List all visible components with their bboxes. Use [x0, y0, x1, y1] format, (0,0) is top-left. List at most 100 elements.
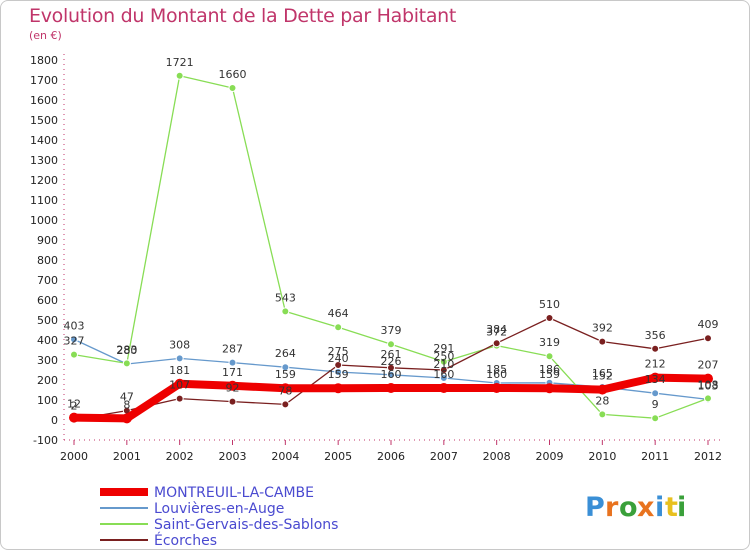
data-label: 283: [116, 343, 137, 356]
data-label: 171: [222, 366, 243, 379]
y-tick-label: 0: [51, 414, 58, 427]
data-label: 287: [222, 343, 243, 356]
data-label: 308: [169, 338, 190, 351]
chart-subtitle: (en €): [29, 29, 62, 42]
x-tick-label: 2002: [166, 450, 194, 463]
data-point: [227, 380, 238, 391]
logo-letter: i: [655, 492, 664, 523]
axes: -100 0 100 200 300 400 500 600 700 800 900 1000 1100…: [30, 54, 724, 463]
data-label: 108: [698, 378, 719, 391]
legend: MONTREUIL-LA-CAMBELouvières-en-AugeSaint…: [100, 485, 338, 549]
data-label: 510: [539, 298, 560, 311]
data-label: 107: [169, 379, 190, 392]
data-point: [651, 344, 660, 353]
data-point: [386, 383, 396, 393]
data-point: [650, 372, 661, 383]
y-tick-label: 300: [37, 354, 58, 367]
y-tick-label: 1500: [30, 114, 58, 127]
data-point: [333, 383, 344, 394]
data-label: 159: [275, 368, 296, 381]
y-tick-label: 400: [37, 334, 58, 347]
data-label: 379: [381, 324, 402, 337]
data-point: [228, 84, 237, 92]
x-tick-label: 2005: [324, 450, 352, 463]
data-label: 240: [328, 352, 349, 365]
data-point: [281, 363, 290, 372]
y-tick-label: 600: [37, 294, 58, 307]
data-point: [545, 314, 554, 322]
data-label: 103: [698, 379, 719, 392]
data-label: 28: [595, 394, 609, 407]
y-tick-label: 1600: [30, 94, 58, 107]
data-point: [703, 373, 713, 384]
data-label: 291: [433, 342, 454, 355]
data-point: [281, 307, 290, 316]
logo-letter: r: [605, 492, 619, 523]
legend-label: Saint-Gervais-des-Sablons: [154, 517, 338, 533]
series-layer: [69, 71, 713, 424]
data-label: 8: [123, 398, 130, 411]
data-label: 1721: [166, 56, 194, 69]
y-tick-label: 100: [37, 394, 58, 407]
data-label: 403: [64, 319, 85, 332]
data-label: 250: [433, 350, 454, 363]
y-tick-label: -100: [33, 434, 58, 447]
data-point: [598, 410, 607, 419]
x-tick-label: 2012: [694, 450, 722, 463]
data-label: 327: [64, 335, 85, 348]
legend-label: MONTREUIL-LA-CAMBE: [154, 485, 314, 501]
data-point: [122, 359, 131, 368]
data-label: 464: [328, 307, 349, 320]
x-tick-label: 2010: [588, 450, 616, 463]
data-label: 92: [226, 382, 240, 395]
data-label: 210: [433, 358, 454, 371]
y-tick-label: 900: [37, 234, 58, 247]
data-label: 78: [278, 384, 292, 397]
data-label: 409: [698, 318, 719, 331]
data-label: 160: [381, 368, 402, 381]
x-tick-label: 2009: [536, 450, 564, 463]
data-point: [491, 383, 502, 393]
data-point: [704, 394, 712, 403]
y-tick-label: 800: [37, 254, 58, 267]
data-label: 160: [433, 368, 454, 381]
data-label: 543: [275, 291, 296, 304]
data-point: [544, 383, 555, 394]
data-point: [439, 366, 448, 374]
data-label: 159: [328, 368, 349, 381]
data-label: 152: [592, 370, 613, 383]
logo-letter: o: [619, 492, 638, 523]
y-tick-label: 700: [37, 274, 58, 287]
data-point: [439, 357, 448, 366]
data-point: [651, 414, 660, 423]
data-label: 212: [645, 358, 666, 371]
data-label: 392: [592, 322, 613, 335]
data-point: [121, 413, 132, 424]
logo-letter: i: [677, 492, 686, 523]
data-label: 207: [698, 359, 719, 372]
data-label: 356: [645, 329, 666, 342]
data-point: [70, 335, 78, 344]
data-point: [281, 400, 290, 409]
data-point: [492, 339, 501, 348]
data-point: [280, 383, 291, 394]
data-point: [175, 71, 184, 80]
legend-label: Louvières-en-Auge: [154, 501, 284, 517]
y-tick-label: 1100: [30, 194, 58, 207]
data-label: 181: [169, 364, 190, 377]
data-point: [438, 383, 449, 393]
data-point: [598, 337, 607, 346]
data-point: [439, 374, 448, 382]
data-label: 159: [539, 368, 560, 381]
y-tick-label: 1300: [30, 154, 58, 167]
data-label: 275: [328, 345, 349, 358]
data-label: 319: [539, 336, 560, 349]
data-label: 165: [592, 367, 613, 380]
y-tick-label: 1400: [30, 134, 58, 147]
x-tick-label: 2006: [377, 450, 405, 463]
data-point: [545, 352, 554, 361]
data-point: [334, 361, 343, 369]
data-label: 1660: [219, 68, 247, 81]
